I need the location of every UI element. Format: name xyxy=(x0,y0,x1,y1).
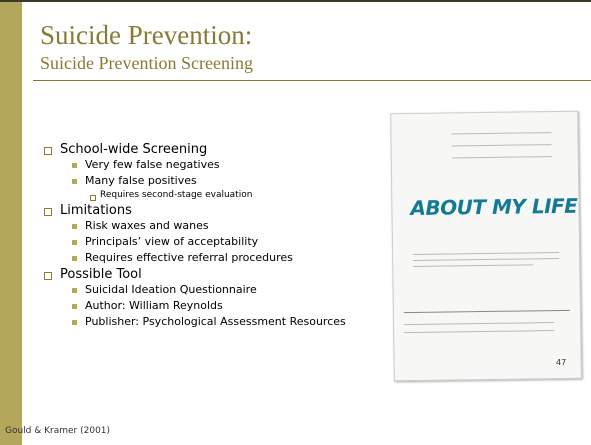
top-line xyxy=(0,0,591,2)
bullet-text: Publisher: Psychological Assessment Reso… xyxy=(85,315,346,328)
bullet-text: Author: William Reynolds xyxy=(85,299,223,312)
bullet-text: Limitations xyxy=(60,203,132,218)
bullet xyxy=(72,288,77,293)
page-number: 47 xyxy=(556,358,566,367)
bullet-text: Principals’ view of acceptability xyxy=(85,235,258,248)
bullet xyxy=(72,163,77,168)
document-image: ABOUT MY LIFE xyxy=(390,111,582,382)
bullet xyxy=(72,304,77,309)
bullet xyxy=(72,224,77,229)
bullet-text: Very few false negatives xyxy=(85,158,220,171)
slide: Suicide Prevention: Suicide Prevention S… xyxy=(0,0,591,445)
document-heading: ABOUT MY LIFE xyxy=(410,194,577,220)
bullet xyxy=(44,272,52,280)
bullet xyxy=(72,256,77,261)
bullet xyxy=(44,147,52,155)
bullet xyxy=(72,179,77,184)
bullet-text: Many false positives xyxy=(85,174,197,187)
bullet-text: Risk waxes and wanes xyxy=(85,219,209,232)
title: Suicide Prevention: xyxy=(40,20,252,51)
bullet xyxy=(72,240,77,245)
bullet-text: Possible Tool xyxy=(60,267,142,282)
bullet xyxy=(72,320,77,325)
bullet-text: Requires effective referral procedures xyxy=(85,251,293,264)
subtitle: Suicide Prevention Screening xyxy=(40,53,253,74)
bullet-text: Requires second-stage evaluation xyxy=(100,190,252,200)
bullet-text: School-wide Screening xyxy=(60,142,207,157)
bullet-text: Suicidal Ideation Questionnaire xyxy=(85,283,257,296)
bullet xyxy=(44,208,52,216)
footer: Gould & Kramer (2001) xyxy=(5,426,110,436)
title-rule xyxy=(33,80,591,81)
bullet xyxy=(90,195,96,201)
side-bar xyxy=(0,0,22,445)
